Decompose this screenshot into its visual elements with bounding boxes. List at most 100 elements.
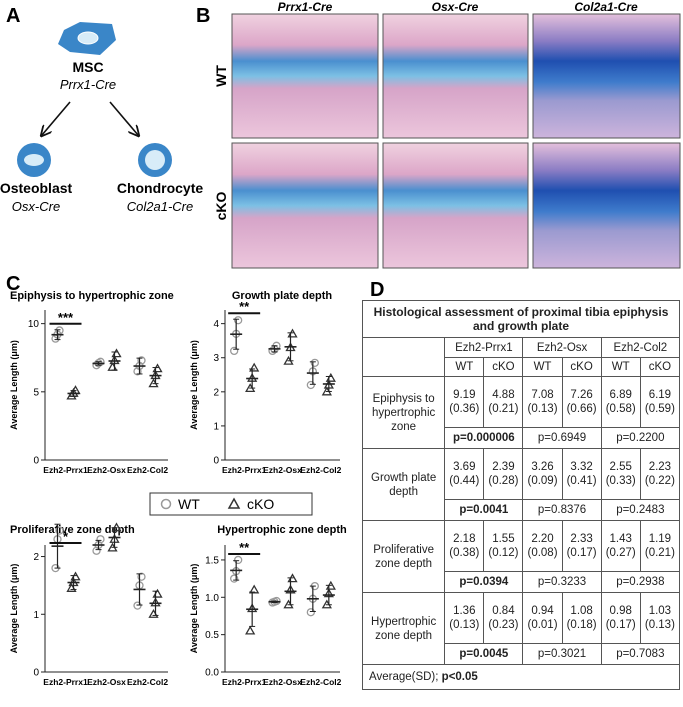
x-tick-label: Ezh2-Osx [263,465,302,475]
mean: 1.08 [570,605,593,617]
driver-label: Osx-Cre [12,199,60,214]
significance-label: ** [239,540,250,555]
data-row: Growth plate depth 3.69 (0.44) 2.39 (0.28) 3.… [361,448,681,521]
sd: (0.08) [527,547,558,559]
x-tick-label: Ezh2-Osx [87,465,126,475]
x-tick-label: Ezh2-Prrx1 [222,465,267,475]
y-tick-label: 3 [213,353,219,364]
data-point [245,625,256,635]
y-tick-label: 0 [213,456,219,467]
column-header: Prrx1-Cre [278,0,333,14]
mean: 2.23 [648,461,672,473]
chart-title: Hypertrophic zone depth [217,524,347,536]
y-tick-label: 0 [33,456,39,467]
p-value: p=0.000006 [444,427,524,449]
y-tick-label: 1 [213,421,219,432]
mean: 2.55 [609,461,632,473]
data-point [310,358,319,367]
data-point [249,362,260,372]
mean: 7.26 [570,389,593,401]
subheader: cKO [561,357,602,377]
group-header: Ezh2-Prrx1 [444,337,524,358]
value-cell: 1.55 (0.12) [483,520,524,572]
y-tick-label: 2 [213,387,219,398]
column-header: Osx-Cre [432,0,479,14]
data-point [55,526,64,535]
sd: (0.18) [566,619,597,631]
data-point [234,316,243,325]
histology-image [382,142,529,269]
data-point [70,571,81,581]
data-point [96,535,105,544]
sd: (0.23) [488,619,519,631]
sd: (0.12) [488,547,519,559]
subheader: WT [600,357,641,377]
mean: 1.36 [453,605,476,617]
x-tick-label: Ezh2-Osx [263,677,302,687]
p-row: p=0.000006 p=0.6949 p=0.2200 [363,427,681,449]
p-value: p=0.3233 [522,571,602,593]
mean: 2.20 [531,533,554,545]
sd: (0.17) [566,547,597,559]
p-value: p=0.0394 [444,571,524,593]
row-label: Epiphysis to hypertrophic zone [361,376,446,449]
row-header: WT [213,65,229,87]
title-row: Histological assessment of proximal tibi… [362,300,680,338]
mean: 2.33 [570,533,593,545]
arrow [42,101,71,135]
data-point [268,346,277,356]
value-cell: 0.98 (0.17) [600,592,641,644]
significance-label: ** [239,299,250,314]
value-cell: 0.94 (0.01) [522,592,563,644]
mean: 7.08 [531,389,554,401]
y-tick-label: 0.5 [205,630,219,641]
data-point [306,608,315,617]
x-tick-label: Ezh2-Prrx1 [43,465,88,475]
x-tick-label: Ezh2-Prrx1 [222,677,267,687]
mean: 0.84 [492,605,515,617]
value-cell: 3.32 (0.41) [561,448,602,500]
value-cell: 2.33 (0.17) [561,520,602,572]
data-point [306,380,315,390]
sd: (0.01) [527,619,558,631]
footer-row: Average(SD); p<0.05 [362,664,680,690]
p-value: p=0.7083 [600,643,681,665]
data-point [111,348,122,358]
y-tick-label: 1.5 [205,555,219,566]
p-row: p=0.0045 p=0.3021 p=0.7083 [363,643,681,665]
cell-label: Chondrocyte [117,180,204,196]
data-point [230,574,239,583]
y-tick-label: 2 [33,552,39,563]
table-title: Histological assessment of proximal tibi… [362,300,680,338]
subheader: WT [522,357,563,377]
value-cell: 0.84 (0.23) [483,592,524,644]
value-cell: 1.08 (0.18) [561,592,602,644]
row-label: Growth plate depth [361,448,446,521]
sd: (0.13) [644,619,675,631]
panel-label: D [370,279,384,301]
legend-label: WT [178,496,200,512]
p-value: p=0.3021 [522,643,602,665]
data-point [133,367,142,376]
data-point [152,363,163,373]
y-axis-label: Average Length (μm) [9,564,19,654]
data-point [325,372,336,382]
significance-label: * [63,529,69,544]
nucleus [145,150,165,170]
p-value: p=0.0041 [444,499,524,521]
value-cell: 1.36 (0.13) [444,592,485,644]
data-point [234,555,243,565]
chart-title: Growth plate depth [232,290,333,302]
legend-marker [227,497,241,509]
chart-title: Epiphysis to hypertrophic zone [10,290,174,302]
value-cell: 2.39 (0.28) [483,448,524,500]
p-value: p=0.8376 [522,499,602,521]
value-cell: 1.43 (0.27) [600,520,641,572]
driver-label: Col2a1-Cre [127,199,193,214]
group-header: Ezh2-Col2 [600,337,681,358]
sd: (0.33) [605,475,636,487]
value-cell: 6.89 (0.58) [600,376,641,428]
cell-label: Osteoblast [0,180,73,196]
value-cell: 2.20 (0.08) [522,520,563,572]
